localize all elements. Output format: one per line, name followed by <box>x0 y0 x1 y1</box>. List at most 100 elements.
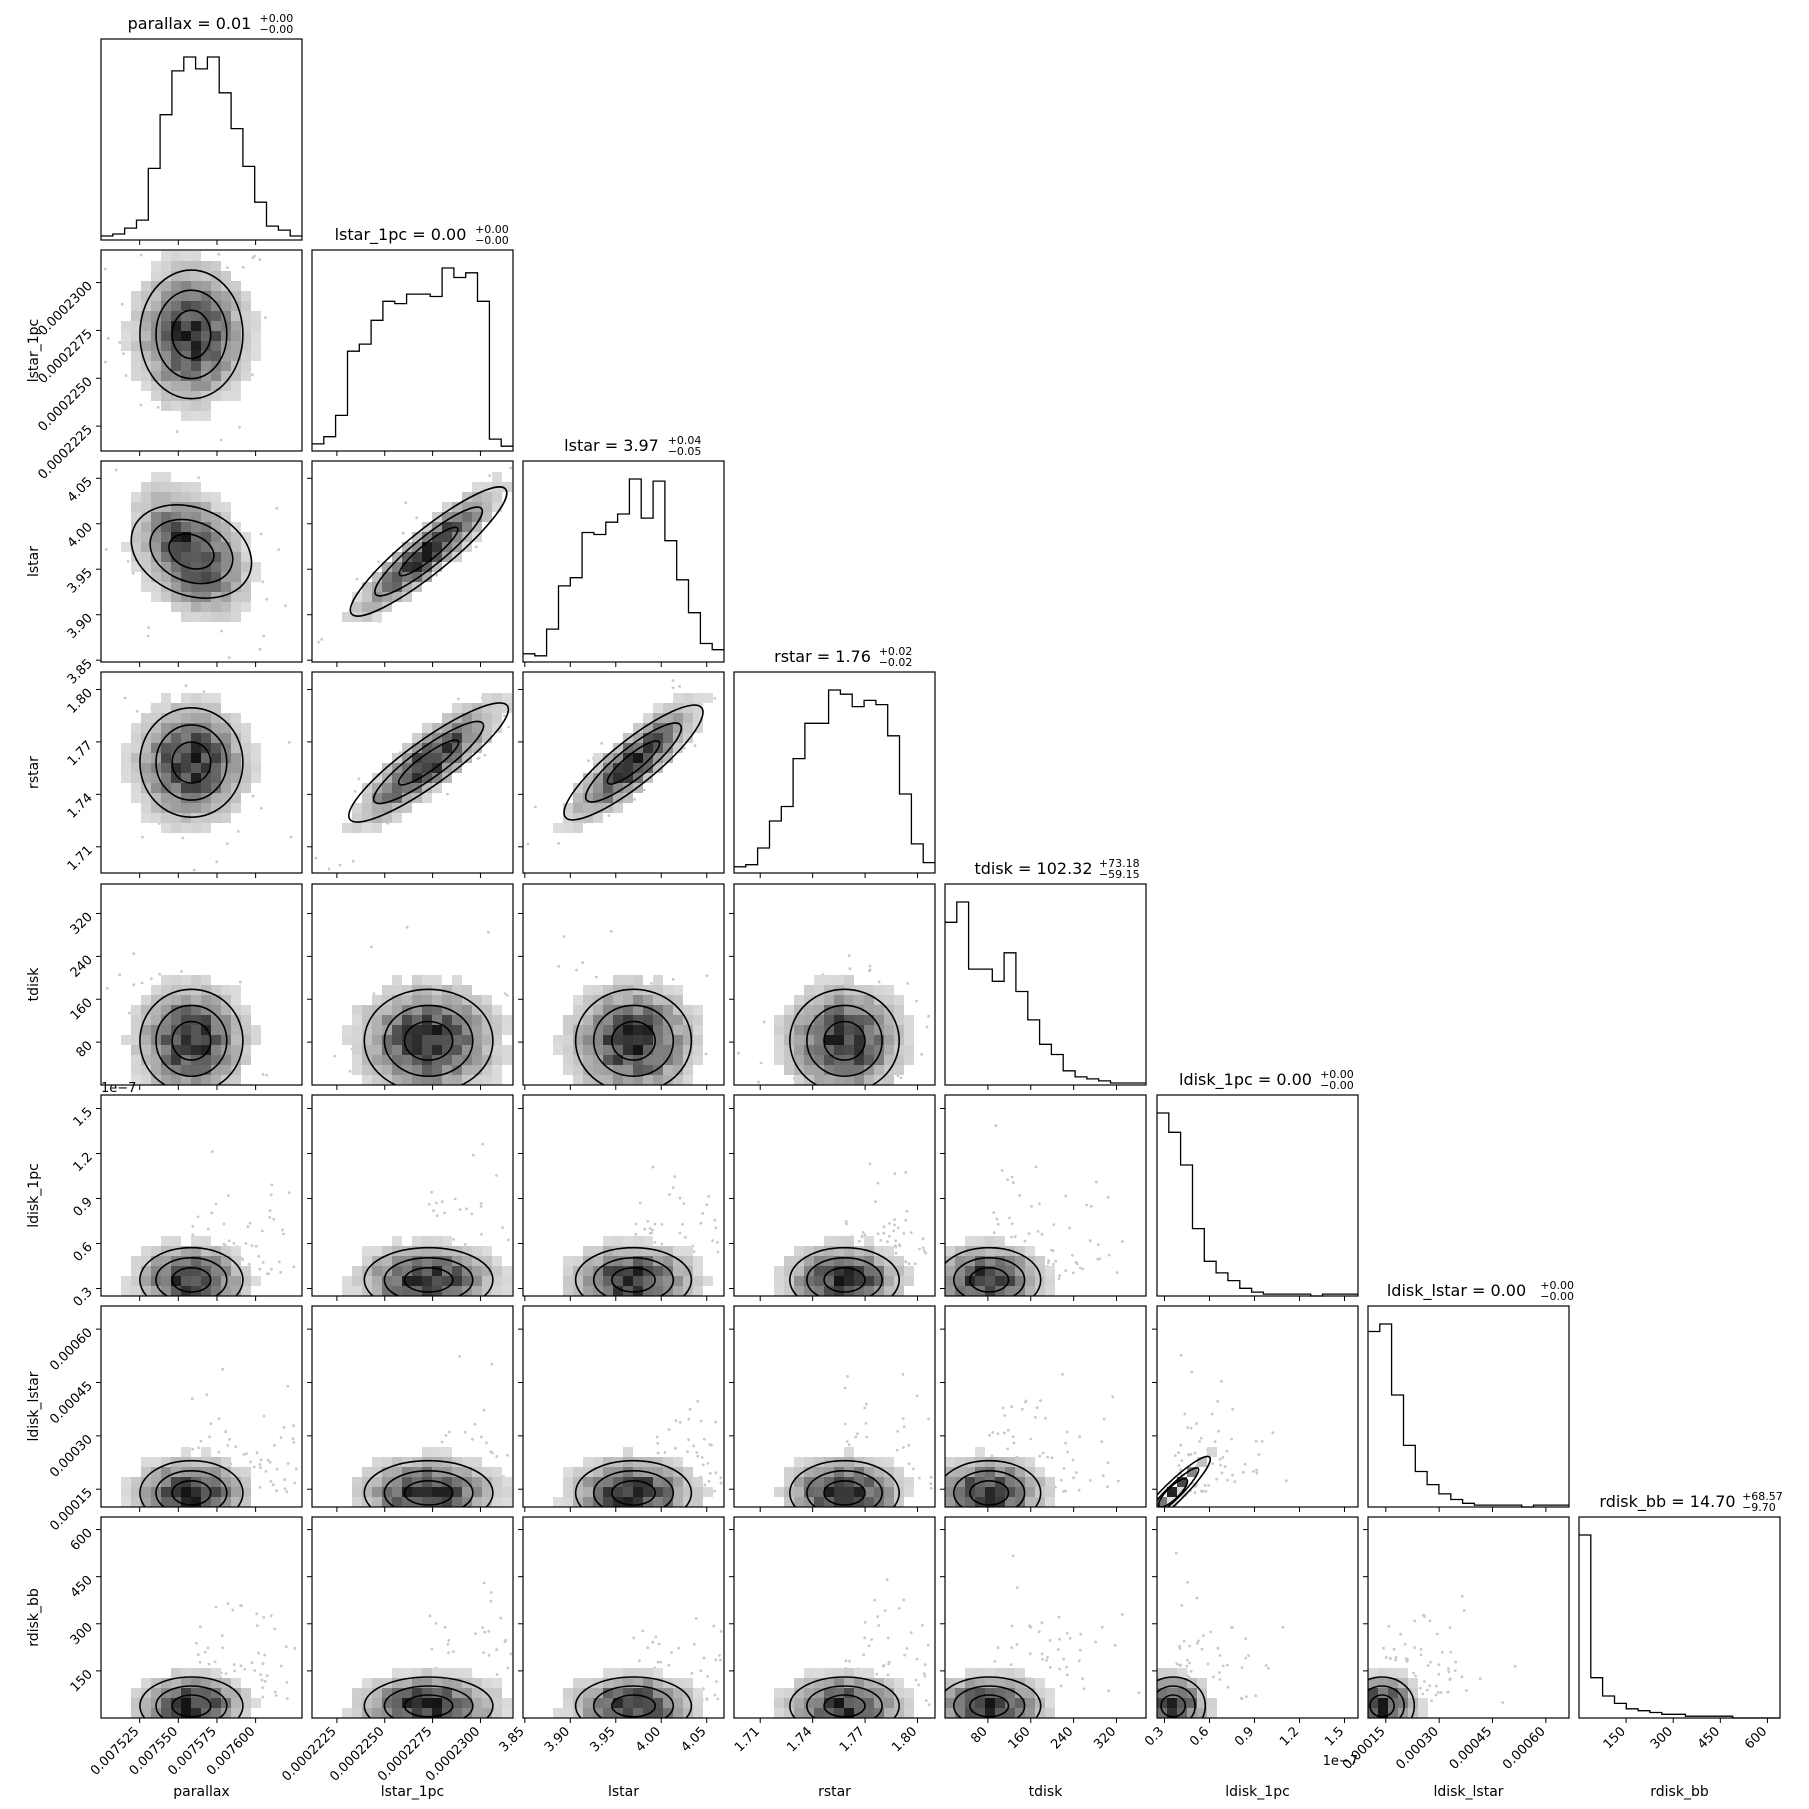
density-cell <box>814 1678 824 1688</box>
scatter-point <box>907 1262 911 1265</box>
density-cell <box>151 1015 161 1025</box>
density-cell <box>171 1035 181 1045</box>
y-tick-label: 0.6 <box>71 1240 96 1265</box>
scatter-point <box>1040 1621 1044 1625</box>
scatter-point <box>1428 1684 1432 1688</box>
density-cell <box>854 1065 864 1075</box>
scatter-point <box>876 1232 880 1236</box>
density-cell <box>834 1075 844 1085</box>
density-cell <box>492 472 502 482</box>
panel-ldisk_lstar-vs-lstar_1pc <box>352 1355 512 1507</box>
density-cell <box>402 562 412 572</box>
scatter-point <box>226 1602 230 1606</box>
density-cell <box>382 1698 392 1708</box>
density-cell <box>151 803 161 813</box>
density-cell <box>673 1286 683 1296</box>
density-cell <box>663 985 673 995</box>
density-cell <box>623 1256 633 1266</box>
contour-level-2 <box>383 1685 474 1718</box>
density-cell <box>633 763 643 773</box>
density-cell <box>432 1055 442 1065</box>
density-cell <box>191 341 201 351</box>
scatter-point <box>293 1481 297 1485</box>
density-cell <box>121 743 131 753</box>
scatter-point <box>1217 1429 1220 1433</box>
density-cell <box>191 1688 201 1698</box>
density-cell <box>191 1477 201 1487</box>
scatter-point <box>1434 1684 1438 1688</box>
density-cell <box>573 803 583 813</box>
density-cell <box>854 1688 864 1698</box>
scatter-point <box>708 1472 712 1475</box>
density-cell <box>402 1497 412 1507</box>
density-cell <box>583 995 593 1005</box>
density-cell <box>201 321 211 331</box>
density-cell <box>151 311 161 321</box>
density-cell <box>241 753 251 763</box>
scatter-point <box>483 753 487 757</box>
scatter-point <box>718 1654 721 1657</box>
scatter-point <box>663 1451 667 1454</box>
scatter-point <box>1006 1428 1010 1432</box>
density-cell <box>251 743 261 753</box>
density-cell <box>482 733 492 743</box>
scatter-point <box>667 1663 671 1667</box>
density-cell <box>141 341 151 351</box>
scatter-point <box>259 1466 262 1470</box>
density-cell <box>442 1075 452 1085</box>
density-cell <box>482 1497 492 1507</box>
scatter-point <box>415 516 419 520</box>
density-cell <box>804 1487 814 1497</box>
scatter-point <box>1012 1441 1016 1445</box>
density-cell <box>693 1497 703 1507</box>
density-cell <box>412 532 422 542</box>
density-cell <box>372 1065 382 1075</box>
scatter-point <box>1010 1235 1013 1239</box>
scatter-point <box>1218 1671 1221 1674</box>
density-cell <box>874 1005 884 1015</box>
density-cell <box>191 381 201 391</box>
scatter-point <box>854 1435 858 1439</box>
x-tick-label: 450 <box>1695 1724 1723 1752</box>
density-cell <box>633 1266 643 1276</box>
scatter-point <box>505 994 509 997</box>
density-cell <box>382 572 392 582</box>
density-cell <box>251 1035 261 1045</box>
scatter-point <box>1218 1457 1222 1461</box>
density-cell <box>794 1698 804 1708</box>
panel-frame <box>944 1094 1147 1297</box>
scatter-point <box>1040 1652 1044 1656</box>
scatter-point <box>671 1186 675 1190</box>
density-cell <box>442 733 452 743</box>
density-cell <box>985 1688 995 1698</box>
density-cell <box>442 1487 452 1497</box>
contour-level-2 <box>155 289 228 380</box>
density-cell <box>573 1075 583 1085</box>
density-cell <box>231 1025 241 1035</box>
density-cell <box>824 1286 834 1296</box>
scatter-point <box>282 1232 285 1236</box>
density-cell <box>412 1668 422 1678</box>
density-cell <box>613 1025 623 1035</box>
density-cell <box>502 1698 512 1708</box>
density-cell <box>683 1497 693 1507</box>
density-cell <box>834 1457 844 1467</box>
density-cell <box>151 723 161 733</box>
scatter-point <box>1449 1650 1453 1654</box>
density-cell <box>221 502 231 512</box>
density-cell <box>231 341 241 351</box>
density-cell <box>643 1688 653 1698</box>
density-cell <box>151 773 161 783</box>
density-cell <box>874 1698 884 1708</box>
panel-ldisk_1pc-vs-rstar <box>774 1162 927 1296</box>
density-cell <box>975 1236 985 1246</box>
density-cell <box>141 1246 151 1256</box>
scatter-point <box>863 1406 867 1410</box>
scatter-point <box>883 1609 887 1612</box>
density-cell <box>945 1497 955 1507</box>
scatter-point <box>263 1653 266 1657</box>
scatter-point <box>1174 1551 1178 1555</box>
density-cell <box>231 592 241 602</box>
density-cell <box>211 492 221 502</box>
scatter-point <box>863 1621 867 1624</box>
